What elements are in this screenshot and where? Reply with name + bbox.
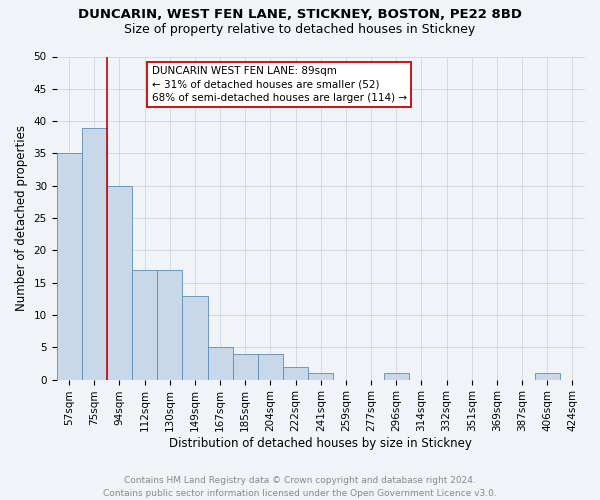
X-axis label: Distribution of detached houses by size in Stickney: Distribution of detached houses by size … [169,437,472,450]
Bar [383,373,409,380]
Bar [308,373,334,380]
Bar [107,186,132,380]
Bar [82,128,107,380]
Bar [258,354,283,380]
Bar [56,154,82,380]
Text: Contains HM Land Registry data © Crown copyright and database right 2024.
Contai: Contains HM Land Registry data © Crown c… [103,476,497,498]
Bar [132,270,157,380]
Text: DUNCARIN WEST FEN LANE: 89sqm
← 31% of detached houses are smaller (52)
68% of s: DUNCARIN WEST FEN LANE: 89sqm ← 31% of d… [152,66,407,102]
Bar [535,373,560,380]
Bar [208,348,233,380]
Y-axis label: Number of detached properties: Number of detached properties [15,125,28,311]
Text: DUNCARIN, WEST FEN LANE, STICKNEY, BOSTON, PE22 8BD: DUNCARIN, WEST FEN LANE, STICKNEY, BOSTO… [78,8,522,20]
Bar [233,354,258,380]
Text: Size of property relative to detached houses in Stickney: Size of property relative to detached ho… [124,22,476,36]
Bar [182,296,208,380]
Bar [157,270,182,380]
Bar [283,366,308,380]
